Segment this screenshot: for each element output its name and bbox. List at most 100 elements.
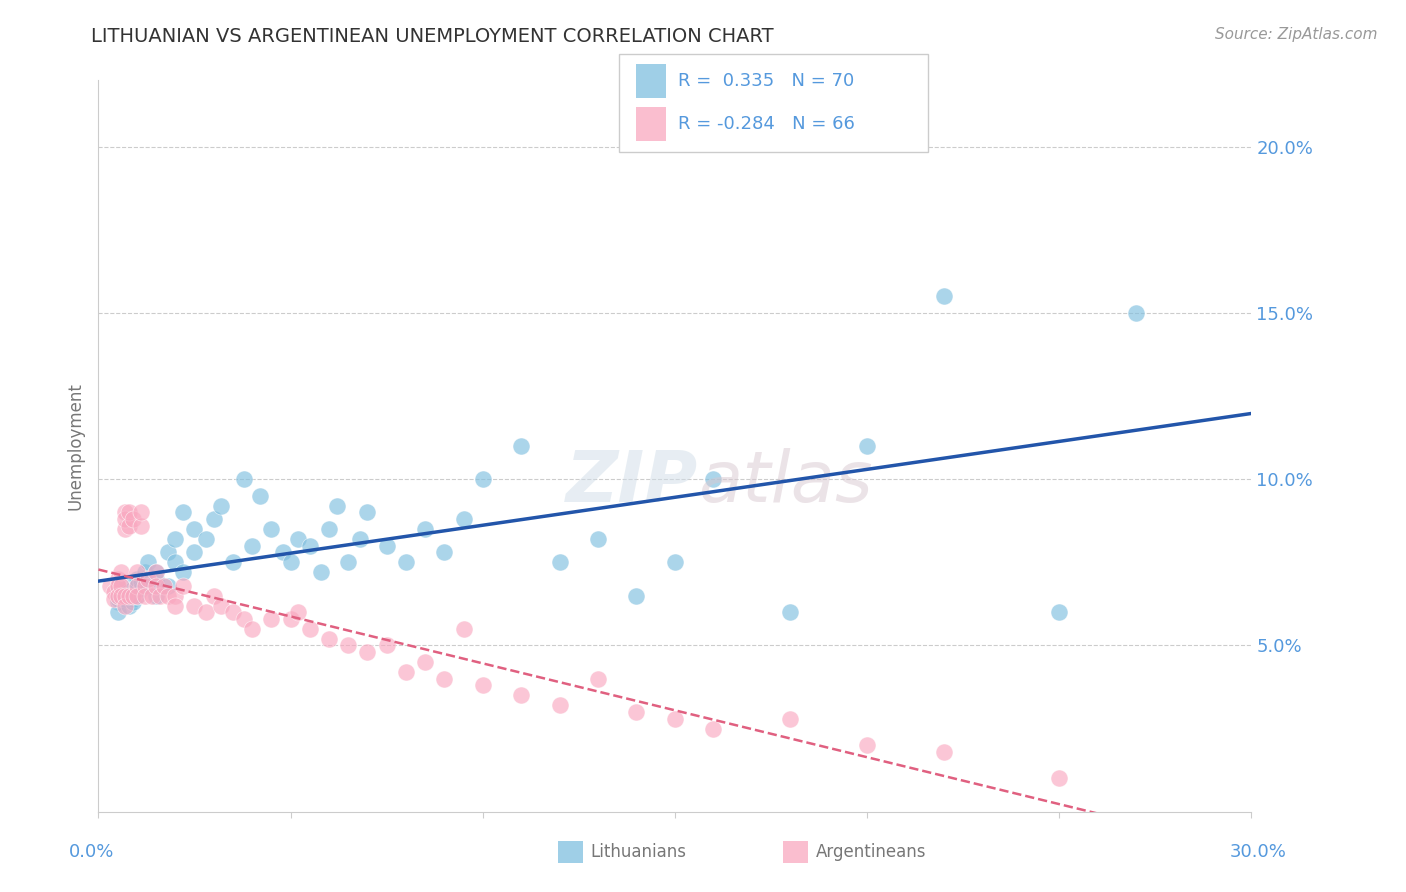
Point [165, 532, 187, 546]
Point [183, 545, 205, 559]
Point [195, 605, 218, 619]
Point [356, 506, 378, 520]
Point [1125, 306, 1147, 320]
Point [510, 439, 533, 453]
Point [122, 595, 145, 609]
Point [298, 539, 321, 553]
Point [260, 522, 283, 536]
Point [156, 589, 179, 603]
Point [122, 589, 145, 603]
Point [183, 599, 205, 613]
Point [664, 555, 686, 569]
Point [1047, 772, 1070, 786]
Point [122, 591, 145, 606]
Point [510, 689, 533, 703]
Point [107, 605, 129, 619]
Point [125, 566, 148, 580]
Point [626, 589, 648, 603]
Point [433, 672, 456, 686]
Text: 30.0%: 30.0% [1230, 843, 1286, 861]
Point [932, 289, 955, 303]
Point [548, 698, 571, 713]
Point [395, 665, 418, 679]
Point [122, 512, 145, 526]
Point [122, 585, 145, 599]
Point [118, 599, 141, 613]
Point [118, 506, 141, 520]
Point [149, 589, 172, 603]
Point [125, 579, 148, 593]
Point [183, 522, 205, 536]
Point [125, 572, 148, 586]
Point [125, 589, 148, 603]
Point [240, 539, 263, 553]
Point [110, 579, 132, 593]
Point [107, 595, 129, 609]
Point [779, 605, 801, 619]
Text: 0.0%: 0.0% [69, 843, 114, 861]
Point [134, 579, 156, 593]
Point [413, 522, 436, 536]
Point [103, 585, 125, 599]
Point [98, 579, 121, 593]
Point [107, 579, 129, 593]
Point [156, 579, 179, 593]
Point [103, 591, 125, 606]
Text: atlas: atlas [697, 448, 873, 517]
Point [195, 532, 218, 546]
Text: LITHUANIAN VS ARGENTINEAN UNEMPLOYMENT CORRELATION CHART: LITHUANIAN VS ARGENTINEAN UNEMPLOYMENT C… [91, 27, 775, 45]
Point [375, 539, 398, 553]
Point [138, 555, 160, 569]
Point [110, 566, 132, 580]
Point [280, 555, 302, 569]
Point [145, 589, 167, 603]
Text: R =  0.335   N = 70: R = 0.335 N = 70 [678, 72, 853, 90]
Point [702, 472, 724, 486]
Point [110, 589, 132, 603]
Point [453, 622, 475, 636]
Point [280, 612, 302, 626]
Point [222, 555, 245, 569]
Text: Argentineans: Argentineans [815, 843, 927, 861]
Point [134, 572, 156, 586]
Point [287, 532, 309, 546]
Point [122, 582, 145, 596]
Text: Lithuanians: Lithuanians [591, 843, 686, 861]
Point [107, 579, 129, 593]
Point [114, 522, 136, 536]
Point [107, 589, 129, 603]
Point [145, 566, 167, 580]
Point [114, 512, 136, 526]
Text: R = -0.284   N = 66: R = -0.284 N = 66 [678, 115, 855, 133]
Point [141, 589, 163, 603]
Point [114, 591, 136, 606]
Point [586, 672, 609, 686]
Point [129, 582, 152, 596]
Point [134, 589, 156, 603]
Point [664, 712, 686, 726]
Point [172, 579, 194, 593]
Point [586, 532, 609, 546]
Point [240, 622, 263, 636]
Point [129, 506, 152, 520]
Point [271, 545, 294, 559]
Point [626, 705, 648, 719]
Point [138, 572, 160, 586]
Point [356, 645, 378, 659]
Point [375, 639, 398, 653]
Point [260, 612, 283, 626]
Point [145, 579, 167, 593]
Point [249, 489, 271, 503]
Point [413, 655, 436, 669]
Point [337, 555, 360, 569]
Point [287, 605, 309, 619]
Point [107, 589, 129, 603]
Point [233, 612, 256, 626]
Point [856, 439, 879, 453]
Point [1047, 605, 1070, 619]
Point [349, 532, 371, 546]
Point [118, 589, 141, 603]
Point [209, 499, 232, 513]
Point [395, 555, 418, 569]
Point [548, 555, 571, 569]
